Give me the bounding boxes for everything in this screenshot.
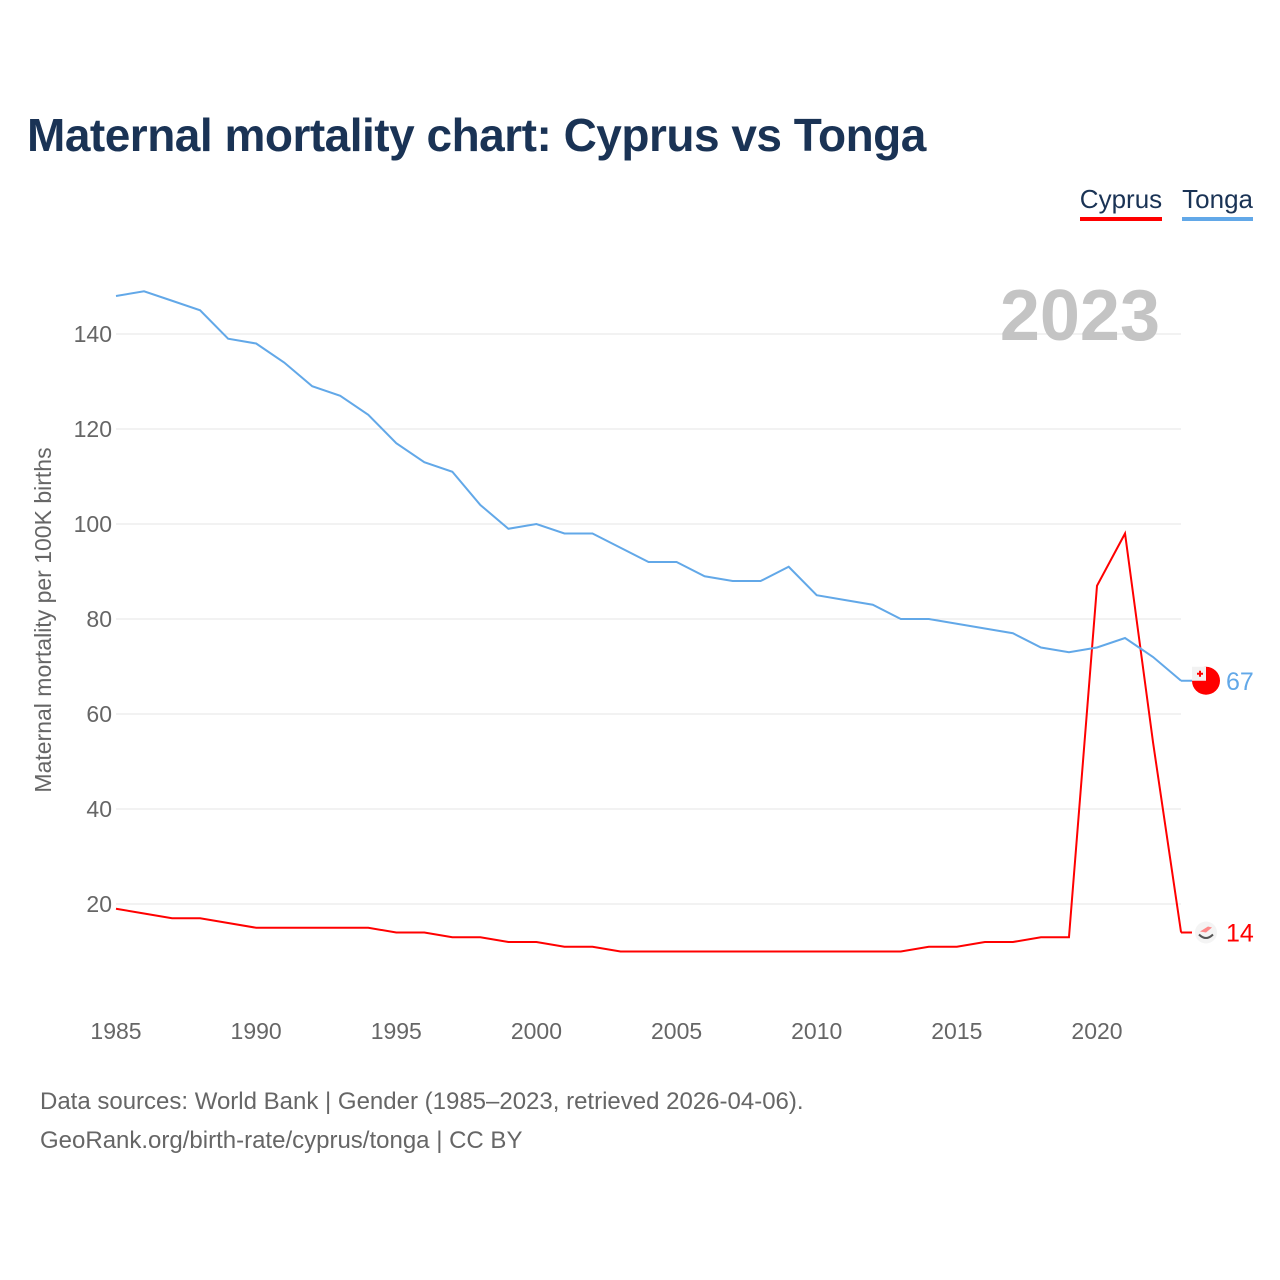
attribution-line[interactable]: GeoRank.org/birth-rate/cyprus/tonga | CC… xyxy=(40,1127,523,1154)
y-tick-label: 40 xyxy=(86,796,112,822)
legend-tonga[interactable]: Tonga xyxy=(1182,184,1253,221)
tonga-cross-icon xyxy=(1197,670,1203,677)
x-tick-label: 1995 xyxy=(371,1018,422,1044)
x-tick-label: 2005 xyxy=(651,1018,702,1044)
cyprus-olive-icon xyxy=(1198,933,1214,939)
x-tick-label: 2015 xyxy=(931,1018,982,1044)
end-value-label: 67 xyxy=(1226,668,1254,696)
series-line-cyprus xyxy=(115,530,1183,953)
x-tick-label: 2000 xyxy=(511,1018,562,1044)
y-tick-label: 80 xyxy=(86,606,112,632)
x-tick-label: 2020 xyxy=(1071,1018,1122,1044)
y-axis-label: Maternal mortality per 100K births xyxy=(30,447,56,792)
series-line-tonga xyxy=(115,290,1182,682)
y-tick-label: 140 xyxy=(74,321,112,347)
source-line: Data sources: World Bank | Gender (1985–… xyxy=(40,1088,804,1115)
y-tick-label: 100 xyxy=(74,511,112,537)
x-tick-label: 1985 xyxy=(90,1018,141,1044)
cyprus-island-icon xyxy=(1200,926,1212,933)
end-value-label: 14 xyxy=(1226,920,1254,948)
y-tick-label: 120 xyxy=(74,416,112,442)
x-tick-label: 2010 xyxy=(791,1018,842,1044)
y-tick-label: 60 xyxy=(86,701,112,727)
legend: Cyprus Tonga xyxy=(1079,184,1253,221)
year-watermark: 2023 xyxy=(1000,276,1160,356)
y-tick-label: 20 xyxy=(86,891,112,917)
x-tick-label: 1990 xyxy=(231,1018,282,1044)
legend-cyprus[interactable]: Cyprus xyxy=(1079,184,1163,221)
chart-title: Maternal mortality chart: Cyprus vs Tong… xyxy=(27,109,926,161)
